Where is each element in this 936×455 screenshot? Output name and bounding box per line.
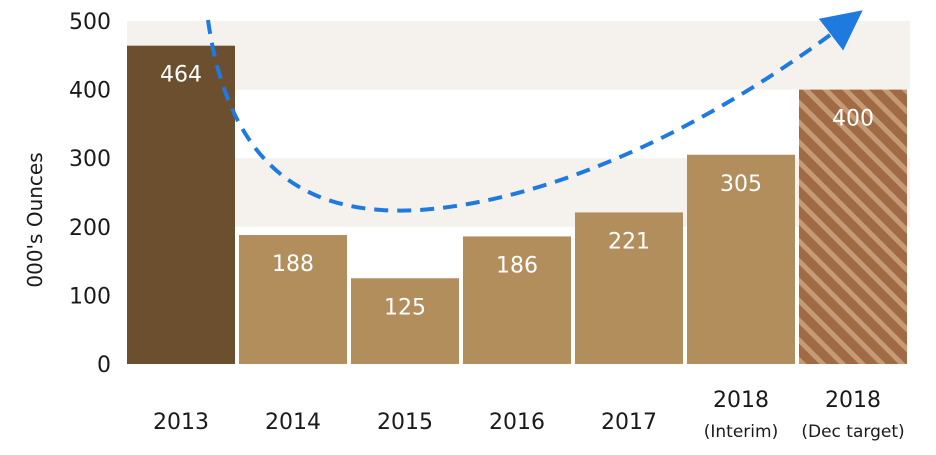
- x-tick-label: 2018: [825, 388, 881, 413]
- bar: [463, 236, 571, 364]
- x-tick-label: 2016: [489, 410, 545, 435]
- x-tick-label: 2017: [601, 410, 657, 435]
- data-label: 186: [496, 253, 538, 278]
- y-axis-title: 000's Ounces: [23, 152, 47, 287]
- x-tick-label: 2015: [377, 410, 433, 435]
- bar: [575, 212, 683, 364]
- y-tick-label: 400: [69, 79, 111, 104]
- y-tick-label: 100: [69, 284, 111, 309]
- bar: [127, 45, 235, 365]
- bar: [687, 154, 795, 364]
- bar: [799, 89, 907, 364]
- grid-band: [127, 21, 910, 90]
- y-axis-tick-labels: 0 100 200 300 400 500: [69, 10, 111, 378]
- bar: [239, 235, 347, 364]
- data-label: 464: [160, 63, 202, 88]
- x-tick-label: 2018: [713, 388, 769, 413]
- data-label: 305: [720, 172, 762, 197]
- data-labels-group: 464 188 125 186 221 305 400: [160, 63, 874, 321]
- data-label: 125: [384, 295, 426, 320]
- y-tick-label: 500: [69, 10, 111, 35]
- y-tick-label: 200: [69, 216, 111, 241]
- data-label: 400: [832, 107, 874, 132]
- y-tick-label: 300: [69, 147, 111, 172]
- x-tick-label: 2014: [265, 410, 321, 435]
- data-label: 188: [272, 252, 314, 277]
- x-tick-sublabel: (Interim): [704, 422, 778, 442]
- y-tick-label: 0: [97, 353, 111, 378]
- bar: [351, 278, 459, 364]
- bars-group: [127, 45, 907, 365]
- x-axis-category-labels: 2013 2014 2015 2016 2017 2018 (Interim) 2018 (De…: [153, 388, 905, 442]
- data-label: 221: [608, 229, 650, 254]
- x-tick-label: 2013: [153, 410, 209, 435]
- trend-arrow-annotation: [206, 10, 863, 213]
- x-tick-sublabel: (Dec target): [801, 422, 904, 442]
